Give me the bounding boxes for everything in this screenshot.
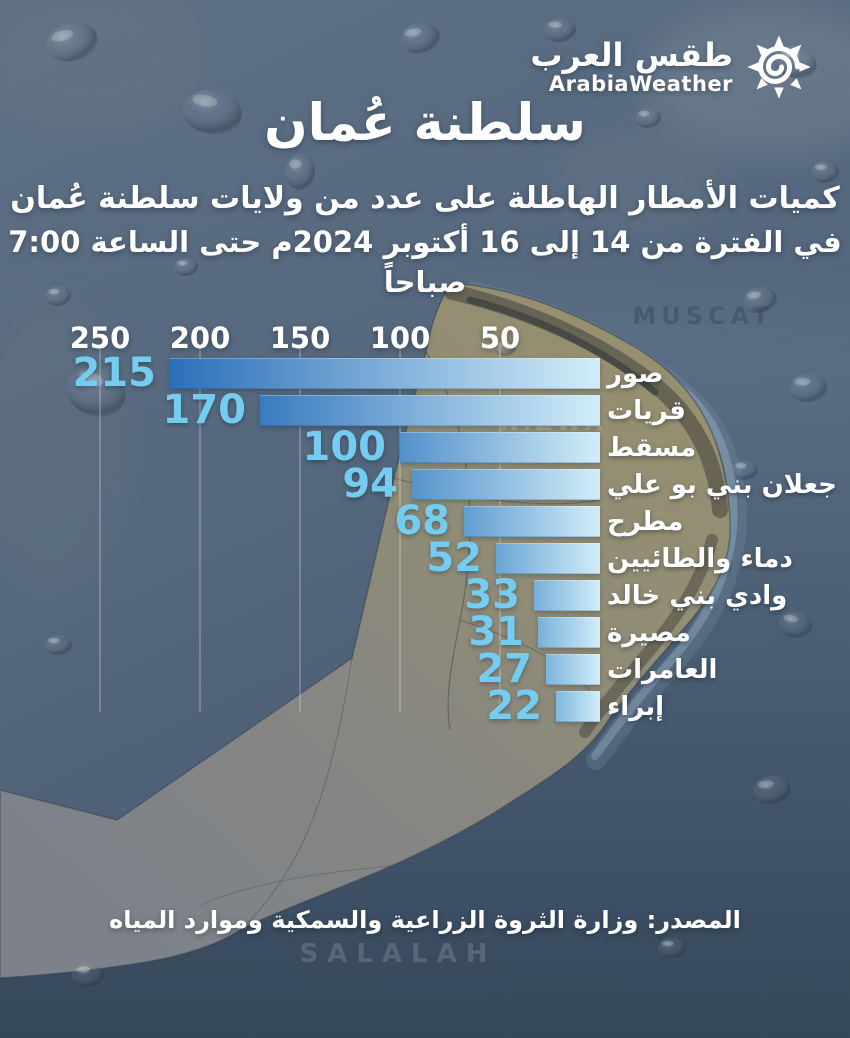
mountain-range	[444, 284, 728, 738]
droplet-highlight	[661, 940, 674, 947]
droplet-icon	[743, 286, 777, 314]
logo-text: طقس العرب ArabiaWeather	[530, 38, 733, 96]
rain-value: 31	[468, 609, 524, 655]
droplet-highlight	[289, 159, 302, 169]
governorate-label: جعلان بني بو علي	[607, 470, 837, 500]
droplet-highlight	[783, 614, 799, 622]
droplet-highlight	[814, 164, 827, 170]
governorate-label: إبراء	[607, 692, 665, 722]
sea-area	[0, 272, 850, 1038]
gridline-100	[399, 346, 401, 712]
axis-tick-200: 200	[169, 321, 231, 355]
rain-bar	[170, 358, 600, 389]
droplet-icon	[44, 635, 72, 655]
droplet-highlight	[48, 288, 60, 295]
droplet-icon	[494, 340, 516, 356]
droplet-highlight	[76, 966, 90, 973]
droplet-highlight	[51, 30, 73, 42]
arabiaweather-logo: طقس العرب ArabiaWeather	[530, 34, 812, 100]
droplet-highlight	[757, 780, 774, 788]
droplet-icon	[46, 22, 98, 62]
droplet-icon	[811, 161, 839, 183]
droplet-icon	[753, 775, 791, 805]
rain-bar	[412, 469, 600, 500]
droplet-icon	[400, 22, 440, 54]
rain-value: 94	[342, 461, 398, 507]
droplet-highlight	[497, 342, 507, 347]
governorate-label: دماء والطائيين	[607, 544, 793, 574]
logo-english-name: ArabiaWeather	[548, 72, 733, 96]
rain-bar	[496, 543, 600, 574]
map-label-salalah: SALALAH	[300, 939, 497, 969]
droplet-icon	[72, 963, 104, 987]
droplet-highlight	[735, 462, 747, 469]
droplet-icon	[174, 258, 198, 276]
axis-tick-100: 100	[369, 321, 431, 355]
droplet-highlight	[638, 110, 650, 117]
governorate-label: العامرات	[607, 655, 718, 685]
droplet-icon	[732, 460, 758, 480]
gridline-200	[199, 346, 201, 712]
rain-value: 33	[464, 572, 520, 618]
rain-value: 215	[72, 350, 157, 396]
rain-bar	[400, 432, 600, 463]
droplet-icon	[285, 154, 315, 190]
internal-borders	[199, 351, 601, 929]
rain-bar	[464, 506, 600, 537]
rain-bar	[260, 395, 600, 426]
page-title: سلطنة عُمان	[264, 94, 586, 153]
governorate-label: صور	[607, 359, 664, 389]
droplet-icon	[789, 374, 827, 402]
droplet-icon	[544, 18, 576, 42]
droplet-highlight	[79, 371, 104, 387]
droplet-icon	[635, 108, 661, 128]
droplet-icon	[778, 611, 812, 639]
axis-tick-250: 250	[69, 321, 131, 355]
droplet-highlight	[548, 21, 562, 28]
rain-value: 68	[394, 498, 450, 544]
axis-tick-50: 50	[479, 321, 521, 355]
droplet-highlight	[177, 260, 188, 266]
rain-value: 52	[426, 535, 482, 581]
governorate-label: وادي بني خالد	[607, 581, 788, 611]
droplet-highlight	[746, 291, 762, 299]
rain-bar	[546, 654, 600, 685]
chart-period: في الفترة من 14 إلى 16 أكتوبر 2024م حتى …	[8, 225, 842, 299]
chart-subtitle: كميات الأمطار الهاطلة على عدد من ولايات …	[10, 181, 840, 216]
axis-tick-150: 150	[269, 321, 331, 355]
droplet-icon	[182, 89, 242, 135]
governorate-label: مسقط	[607, 433, 697, 463]
sun-spiral-icon	[747, 35, 811, 99]
gridline-150	[299, 346, 301, 712]
droplet-highlight	[794, 378, 811, 386]
droplet-icon	[45, 286, 71, 306]
rain-bar	[556, 691, 600, 722]
rain-value: 100	[302, 424, 387, 470]
droplet-highlight	[192, 94, 218, 107]
droplet-highlight	[47, 637, 60, 644]
governorate-label: قريات	[607, 396, 686, 426]
rain-value: 27	[476, 646, 532, 692]
droplet-highlight	[404, 28, 422, 37]
droplet-icon	[658, 938, 686, 958]
droplet-icon	[66, 367, 126, 417]
rain-value: 170	[162, 387, 247, 433]
gridline-250	[99, 346, 101, 712]
rain-value: 22	[486, 683, 542, 729]
governorate-label: مطرح	[607, 507, 684, 537]
rain-bar	[538, 617, 600, 648]
rain-bar	[534, 580, 600, 611]
source-credit: المصدر: وزارة الثروة الزراعية والسمكية و…	[109, 906, 741, 934]
governorate-label: مصيرة	[607, 618, 691, 648]
logo-arabic-name: طقس العرب	[530, 36, 733, 74]
